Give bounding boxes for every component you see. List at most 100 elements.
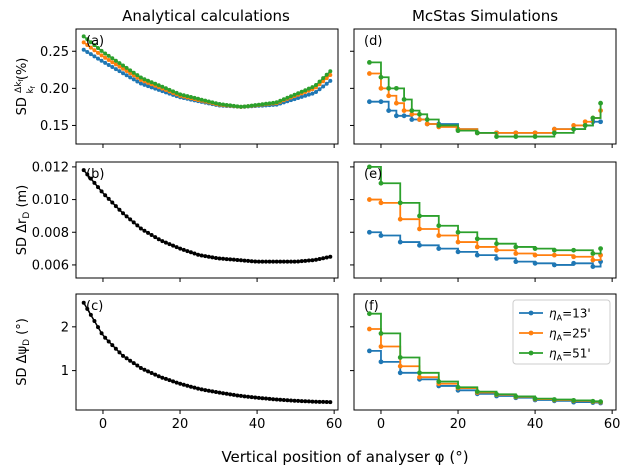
data-point — [274, 100, 279, 105]
data-point — [281, 398, 286, 403]
data-point — [494, 134, 499, 139]
legend-sub: A — [557, 354, 563, 363]
data-point — [217, 256, 222, 261]
data-point — [92, 43, 97, 48]
data-point — [163, 86, 168, 91]
data-point — [321, 76, 326, 81]
data-point — [128, 71, 133, 76]
data-point — [153, 235, 158, 240]
y-axis-label-prefix: SD Δψ — [15, 346, 30, 386]
data-point — [455, 384, 461, 390]
data-point — [292, 398, 297, 403]
series-e-1 — [367, 197, 603, 263]
data-point — [494, 247, 499, 253]
data-point — [494, 255, 499, 261]
data-point — [92, 54, 97, 59]
data-point — [494, 241, 499, 247]
data-point — [598, 246, 603, 251]
data-point — [417, 226, 422, 232]
data-point — [224, 102, 229, 107]
data-point — [397, 239, 403, 245]
data-point — [386, 85, 392, 91]
data-point — [310, 91, 315, 96]
y-axis-label-prefix: SD — [15, 93, 30, 115]
data-point — [393, 113, 399, 119]
data-point — [221, 256, 226, 261]
data-point — [85, 49, 90, 54]
column-title-left: Analytical calculations — [122, 7, 290, 25]
legend-eta: η — [549, 327, 557, 341]
data-point — [367, 164, 372, 170]
data-point — [317, 257, 322, 262]
data-point — [378, 359, 384, 365]
legend-value: =13' — [562, 307, 591, 321]
x-tick-label: 60 — [604, 417, 621, 432]
data-point — [228, 392, 233, 397]
data-point — [124, 65, 129, 70]
y-axis-label: SD Δkfkf(%) — [14, 58, 37, 116]
x-tick-label: 0 — [377, 417, 385, 432]
data-point — [260, 102, 265, 107]
data-point — [110, 200, 115, 205]
data-point — [571, 254, 577, 260]
data-point — [138, 75, 143, 80]
data-point — [256, 259, 261, 264]
data-point — [110, 343, 115, 348]
data-point — [378, 85, 384, 91]
data-point — [103, 51, 108, 56]
panel-b: 0.006 0.008 0.010 0.012 (b) SD ΔrD (m) — [15, 160, 339, 282]
data-point — [178, 381, 183, 386]
data-point — [436, 246, 442, 251]
data-point — [285, 259, 290, 264]
data-point — [235, 104, 240, 109]
data-point — [88, 176, 93, 181]
y-tick-label: 0.15 — [40, 119, 69, 134]
data-point — [135, 223, 140, 228]
legend-marker — [528, 330, 534, 336]
data-point — [99, 48, 104, 53]
panel-a: 0.150.200.25(a)SD Δkfkf(%) — [14, 28, 339, 148]
data-point — [271, 100, 276, 105]
data-point — [378, 344, 384, 349]
data-point — [167, 378, 172, 383]
data-point — [551, 247, 557, 253]
data-point — [393, 85, 399, 91]
data-point — [213, 390, 218, 395]
x-axis-label: Vertical position of analyser φ (°) — [221, 448, 468, 466]
data-point — [328, 78, 333, 83]
data-point — [397, 355, 403, 360]
data-point — [210, 100, 215, 105]
data-point — [210, 389, 215, 394]
data-point — [313, 257, 318, 262]
data-point — [513, 259, 519, 265]
data-point — [532, 134, 538, 139]
plot-frame — [75, 161, 339, 279]
data-point — [474, 389, 480, 395]
data-point — [285, 95, 290, 100]
data-point — [532, 260, 538, 266]
data-point — [124, 73, 129, 78]
data-point — [386, 108, 392, 114]
data-point — [196, 386, 201, 391]
data-point — [117, 350, 122, 355]
data-point — [153, 81, 158, 86]
data-point — [310, 258, 315, 263]
data-point — [135, 363, 140, 368]
data-point — [131, 77, 136, 82]
series-line — [369, 72, 602, 134]
panel-label: (f) — [364, 299, 379, 314]
panel-label: (b) — [86, 167, 104, 182]
data-point — [367, 326, 372, 332]
y-axis-label-prefix: SD Δr — [15, 218, 30, 255]
data-point — [238, 104, 243, 109]
data-point — [317, 79, 322, 84]
data-point — [313, 399, 318, 404]
data-point — [81, 300, 86, 305]
data-point — [199, 387, 204, 392]
panel-label: (a) — [86, 34, 104, 49]
data-point — [328, 254, 333, 259]
panel-label: (d) — [364, 34, 382, 49]
y-tick-label: 0.012 — [32, 160, 69, 175]
data-point — [513, 244, 519, 250]
data-point — [455, 249, 461, 255]
